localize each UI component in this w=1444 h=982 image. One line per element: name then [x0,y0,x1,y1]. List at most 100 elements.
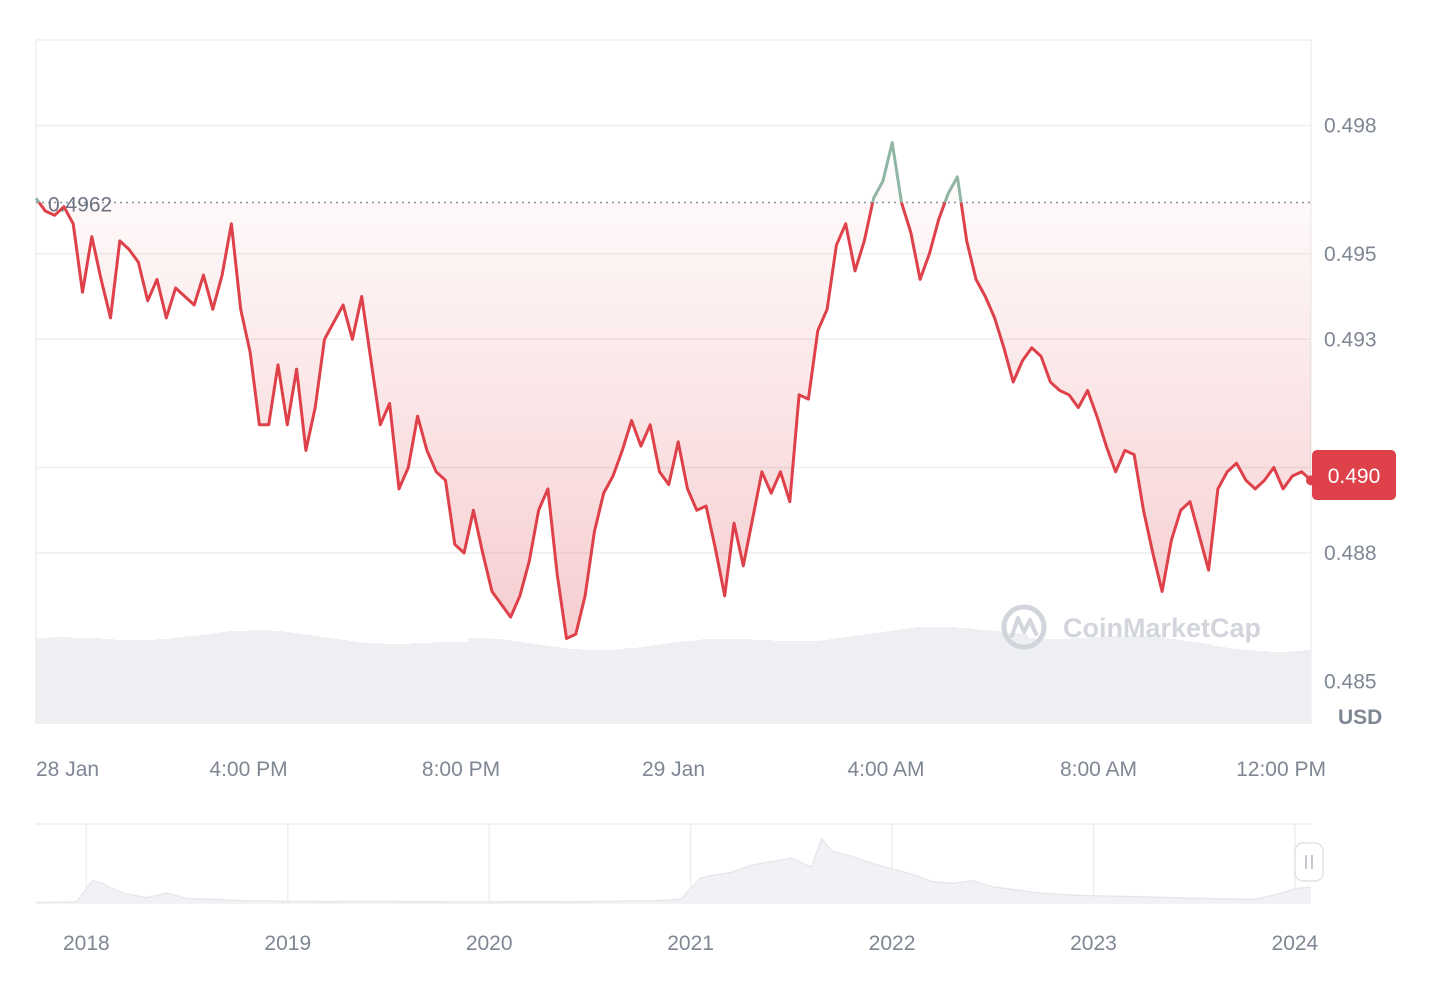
current-price-tag: 0.490 [1312,450,1396,501]
price-line-down [37,202,1313,640]
volume-bar [1247,650,1255,724]
volume-bar [361,643,370,724]
volume-bar [1197,643,1206,724]
volume-bar [907,628,915,724]
volume-bar [383,644,391,724]
navigator-year-label: 2018 [63,932,110,955]
volume-bar [354,642,363,724]
volume-bar [425,643,434,724]
volume-bar [1289,651,1298,724]
volume-bar [227,631,235,724]
x-tick-label: 4:00 PM [209,758,287,781]
volume-bar [673,642,681,724]
navigator-year-label: 2024 [1272,932,1319,955]
volume-bar [1282,652,1291,724]
volume-bar [857,635,866,724]
volume-bar [553,647,561,724]
volume-bar [524,643,533,724]
volume-bar [276,631,285,724]
volume-bar [1006,633,1014,724]
navigator-handle[interactable] [1294,842,1324,882]
volume-bar [595,650,604,724]
logo-mark [1010,616,1038,638]
volume-bar [1261,651,1269,724]
volume-bar [638,647,646,724]
volume-bar [368,643,377,724]
current-price-label: 0.490 [1328,465,1381,488]
navigator-year-labels: 2018 2019 2020 2021 2022 2023 2024 [63,932,1319,955]
volume-bar [631,648,639,724]
volume-bar [191,636,200,724]
price-area-fill [36,142,1311,639]
volume-bar [220,632,228,724]
volume-bar [659,644,667,724]
volume-bar [531,644,540,724]
volume-bar [956,628,965,724]
volume-bar [510,641,519,724]
volume-bar [815,641,823,724]
volume-bar [446,642,455,724]
volume-bar [213,633,221,724]
volume-bar [248,630,256,724]
volume-bar [652,645,660,724]
volume-bar [206,634,214,724]
volume-bar [376,643,384,724]
volume-bar [609,650,618,724]
volume-bar [1275,652,1284,724]
volume-bar [1268,652,1276,724]
volume-bar [992,631,1000,724]
volume-bar [1190,642,1199,724]
volume-bar [1254,651,1262,724]
volume-bar [404,644,412,724]
volume-bar [560,648,568,724]
y-tick-label: 0.488 [1324,542,1377,565]
volume-bar [871,633,880,724]
x-axis-ticks: 28 Jan 4:00 PM 8:00 PM 29 Jan 4:00 AM 8:00 AM… [36,758,1326,781]
currency-label: USD [1338,706,1382,729]
y-tick-label: 0.495 [1324,243,1377,266]
y-tick-label: 0.485 [1324,670,1377,693]
volume-bar [666,643,674,724]
navigator-year-label: 2021 [667,932,714,955]
volume-bar [942,627,951,724]
volume-bar [864,634,873,724]
volume-bar [517,642,526,724]
navigator-year-label: 2023 [1070,932,1117,955]
navigator-year-label: 2019 [264,932,311,955]
volume-bar [645,646,653,724]
volume-bar [1105,636,1114,724]
volume-bar [588,650,596,724]
volume-bar [390,644,398,724]
volume-bar [935,627,944,724]
volume-bar [616,649,625,724]
volume-bar [1020,634,1029,724]
volume-bar [1218,647,1227,724]
navigator-line [35,837,1312,903]
range-navigator[interactable]: 2018 2019 2020 2021 2022 2023 2024 [35,823,1324,955]
volume-bar [1303,650,1312,724]
volume-bar [914,627,922,724]
volume-bar [1211,646,1220,724]
volume-bar [283,632,292,724]
x-tick-label: 28 Jan [36,758,99,781]
volume-bar [985,630,993,724]
volume-bar [786,641,795,724]
volume-bar [418,643,426,724]
volume-bar [432,642,441,724]
logo-ring [1001,604,1047,650]
volume-bar [893,630,901,724]
volume-bar [779,641,788,724]
volume-bar [928,627,936,724]
reference-price-label: 0.4962 [48,193,112,216]
volume-bar [1240,650,1248,724]
volume-bar [538,645,547,724]
volume-bar [1233,649,1241,724]
volume-bar [255,630,264,724]
volume-bar [1126,636,1135,724]
navigator-handle-button[interactable] [1294,842,1324,882]
volume-bar [793,641,802,724]
x-tick-label: 8:00 AM [1060,758,1137,781]
volume-bar [347,641,356,724]
